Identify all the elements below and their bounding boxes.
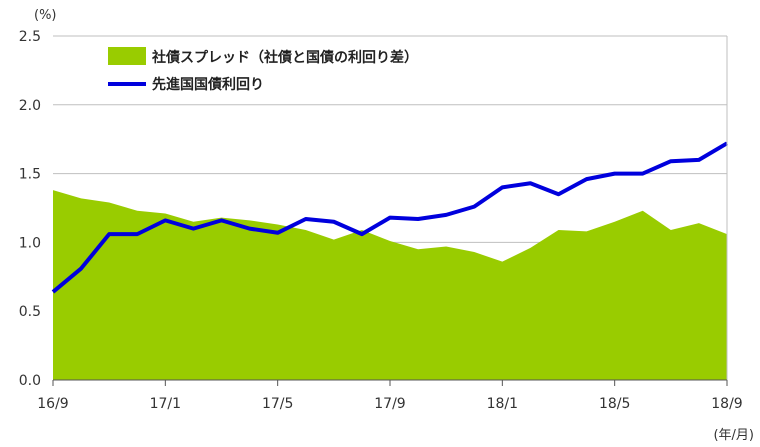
y-tick-label: 0.5 xyxy=(19,304,41,320)
developed-bond-yield-line xyxy=(51,141,729,294)
x-axis-ticks xyxy=(52,380,728,386)
x-tick-label: 16/9 xyxy=(37,396,68,412)
x-tick-label: 18/5 xyxy=(599,396,630,412)
y-tick-label: 1.0 xyxy=(19,235,41,251)
x-tick-label: 17/9 xyxy=(374,396,405,412)
y-axis-labels: 0.0 0.5 1.0 1.5 2.0 2.5 xyxy=(19,29,41,389)
y-tick-label: 1.5 xyxy=(19,167,41,183)
legend-label-spread: 社債スプレッド（社債と国債の利回り差） xyxy=(151,49,418,66)
y-tick-label: 2.5 xyxy=(19,29,41,45)
x-axis-unit: (年/月) xyxy=(713,428,754,443)
x-tick-label: 17/5 xyxy=(262,396,293,412)
legend-swatch-spread xyxy=(108,47,146,65)
y-tick-label: 2.0 xyxy=(19,98,41,114)
x-tick-label: 18/1 xyxy=(487,396,518,412)
x-tick-label: 18/9 xyxy=(711,396,742,412)
x-axis-labels: 16/9 17/1 17/5 17/9 18/1 18/5 18/9 xyxy=(37,396,742,412)
legend: 社債スプレッド（社債と国債の利回り差） 先進国国債利回り xyxy=(108,47,418,93)
x-tick-label: 17/1 xyxy=(150,396,181,412)
y-tick-label: 0.0 xyxy=(19,373,41,389)
corporate-spread-area xyxy=(53,190,727,380)
legend-label-yield: 先進国国債利回り xyxy=(152,76,264,93)
y-axis-unit: (%) xyxy=(34,8,57,23)
